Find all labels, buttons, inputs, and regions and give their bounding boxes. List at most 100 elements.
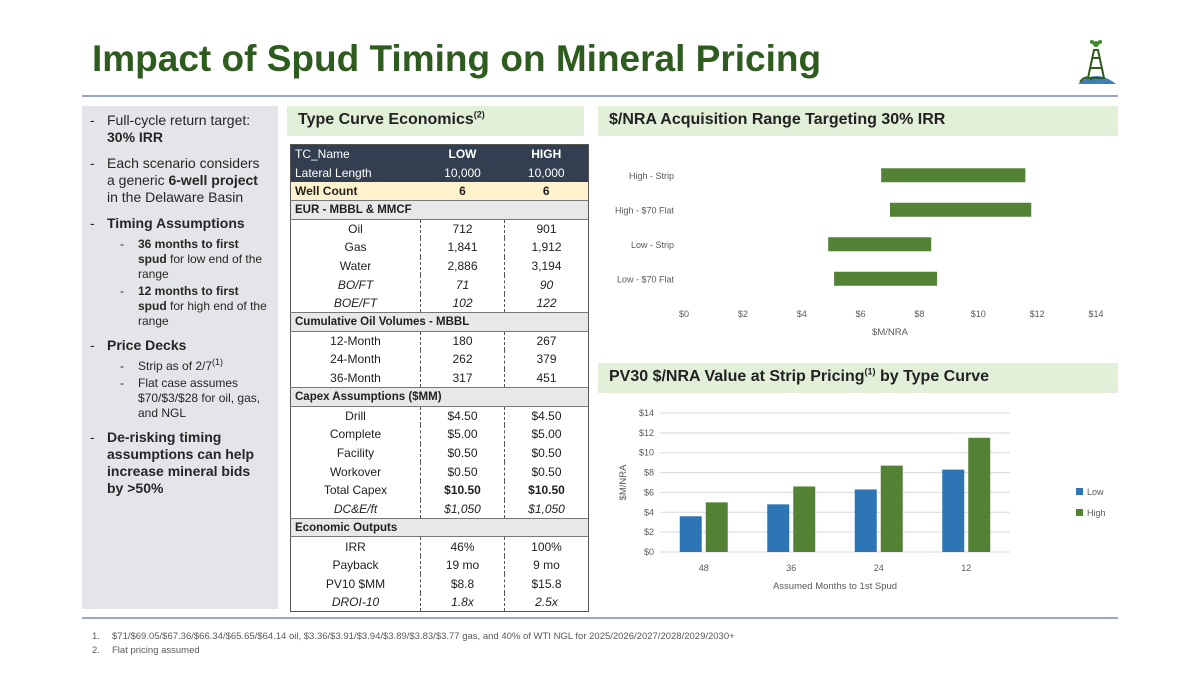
high-value: $10.50 — [528, 483, 565, 498]
y-tick-label: $8 — [644, 468, 654, 478]
range-bar — [890, 202, 1032, 217]
high-value: 451 — [536, 370, 557, 385]
table-row: Oil 712 901 — [290, 219, 589, 238]
high-value: 1,912 — [531, 240, 562, 255]
x-tick-label: 12 — [961, 563, 971, 573]
low-value: $5.00 — [420, 424, 505, 444]
high-value: $0.50 — [531, 445, 562, 460]
table-row: Workover $0.50 $0.50 — [290, 462, 589, 481]
bar-low — [854, 489, 877, 552]
table-row: PV10 $MM $8.8 $15.8 — [290, 574, 589, 593]
x-tick-label: 36 — [786, 563, 796, 573]
y-tick-label: $12 — [639, 428, 654, 438]
bar-high — [793, 486, 816, 552]
bar-high — [880, 465, 903, 552]
cum-oil-section-row: Cumulative Oil Volumes - MBBL — [290, 312, 589, 332]
low-value: 71 — [420, 275, 505, 294]
high-value: $15.8 — [531, 576, 562, 591]
sub-bullet-36-months: - 36 months to first spud for low end of… — [120, 237, 263, 281]
row-label: Lateral Length — [290, 163, 421, 182]
x-axis-label: Assumed Months to 1st Spud — [773, 581, 897, 592]
table-row: Complete $5.00 $5.00 — [290, 424, 589, 444]
bullet-price-decks: - Price Decks — [90, 337, 187, 353]
x-tick-label: 24 — [874, 563, 884, 573]
row-label: Workover — [290, 462, 421, 481]
legend-swatch-low — [1076, 488, 1083, 495]
acquisition-range-heading: $/NRA Acquisition Range Targeting 30% IR… — [598, 106, 1118, 136]
x-tick-label: $2 — [738, 309, 748, 319]
table-row: Drill $4.50 $4.50 — [290, 406, 589, 425]
footnote-1: 1. $71/$69.05/$67.36/$66.34/$65.65/$64.14… — [92, 631, 735, 642]
y-tick-label: $10 — [639, 448, 654, 458]
sub-bullet-12-months: - 12 months to first spud for high end o… — [120, 284, 267, 328]
bullet-timing: - Timing Assumptions — [90, 215, 245, 231]
y-axis-label: $M/NRA — [618, 464, 629, 501]
low-value: 2,886 — [420, 256, 505, 276]
well-count-row: Well Count 6 6 — [290, 181, 589, 201]
low-value: $10.50 — [420, 480, 505, 500]
bullet-scenario: - Each scenario considers a generic 6-we… — [90, 155, 260, 205]
table-row: IRR 46% 100% — [290, 536, 589, 556]
high-value: $1,050 — [528, 501, 565, 516]
high-value: 901 — [536, 221, 557, 236]
low-value: 712 — [420, 219, 505, 238]
low-value: 102 — [420, 294, 505, 313]
high-value: 100% — [531, 539, 562, 554]
footnote-2: 2. Flat pricing assumed — [92, 645, 200, 656]
row-label: Payback — [290, 555, 421, 575]
y-tick-label: $2 — [644, 527, 654, 537]
x-tick-label: 48 — [699, 563, 709, 573]
section-label: Economic Outputs — [290, 517, 589, 538]
low-value: 6 — [420, 181, 505, 201]
legend-label-low: Low — [1087, 487, 1104, 497]
table-row: BO/FT 71 90 — [290, 275, 589, 294]
row-label: Water — [290, 256, 421, 276]
range-bar — [834, 271, 938, 286]
row-label: 24-Month — [290, 350, 421, 369]
section-label: EUR - MBBL & MMCF — [290, 200, 589, 220]
low-value: 262 — [420, 350, 505, 369]
x-tick-label: $4 — [797, 309, 807, 319]
low-value: $4.50 — [420, 406, 505, 425]
bullet-return-target: - Full-cycle return target: 30% IRR — [90, 112, 251, 145]
y-tick-label: $0 — [644, 547, 654, 557]
bar-low — [679, 516, 702, 552]
high-value: 122 — [536, 296, 557, 311]
high-value: 90 — [539, 277, 554, 292]
category-label: Low - $70 Flat — [617, 274, 675, 284]
x-tick-label: $0 — [679, 309, 689, 319]
table-row: 36-Month 317 451 — [290, 368, 589, 388]
table-row: Total Capex $10.50 $10.50 — [290, 480, 589, 500]
table-row: Gas 1,841 1,912 — [290, 237, 589, 257]
bar-high — [968, 437, 991, 552]
row-label: Well Count — [290, 181, 421, 201]
high-value: $4.50 — [531, 408, 562, 423]
low-value: $0.50 — [420, 462, 505, 481]
table-row: Facility $0.50 $0.50 — [290, 443, 589, 463]
high-value: 379 — [536, 352, 557, 367]
category-label: Low - Strip — [631, 240, 674, 250]
x-tick-label: $10 — [971, 309, 986, 319]
eur-section-row: EUR - MBBL & MMCF — [290, 200, 589, 220]
row-label: IRR — [290, 536, 421, 556]
table-row: Water 2,886 3,194 — [290, 256, 589, 276]
row-label: Oil — [290, 219, 421, 238]
high-value: 10,000 — [504, 163, 589, 182]
high-value: 6 — [504, 181, 589, 201]
low-value: 1.8x — [420, 593, 505, 612]
row-label: 36-Month — [290, 368, 421, 388]
high-value: 267 — [536, 333, 557, 348]
row-label: BOE/FT — [290, 294, 421, 313]
y-tick-label: $6 — [644, 487, 654, 497]
high-value: 3,194 — [531, 258, 562, 273]
range-bar — [881, 168, 1026, 183]
bullet-derisking: - De-risking timing assumptions can help… — [90, 429, 255, 496]
table-row: BOE/FT 102 122 — [290, 294, 589, 313]
acquisition-range-chart: High - Strip High - $70 Flat Low - Strip Lo… — [615, 168, 1104, 338]
oil-derrick-logo-icon — [1078, 40, 1116, 84]
capex-section-row: Capex Assumptions ($MM) — [290, 386, 589, 407]
low-value: $1,050 — [420, 499, 505, 519]
legend-label-high: High — [1087, 508, 1106, 518]
row-label: BO/FT — [290, 275, 421, 294]
footer-divider — [82, 617, 1118, 619]
